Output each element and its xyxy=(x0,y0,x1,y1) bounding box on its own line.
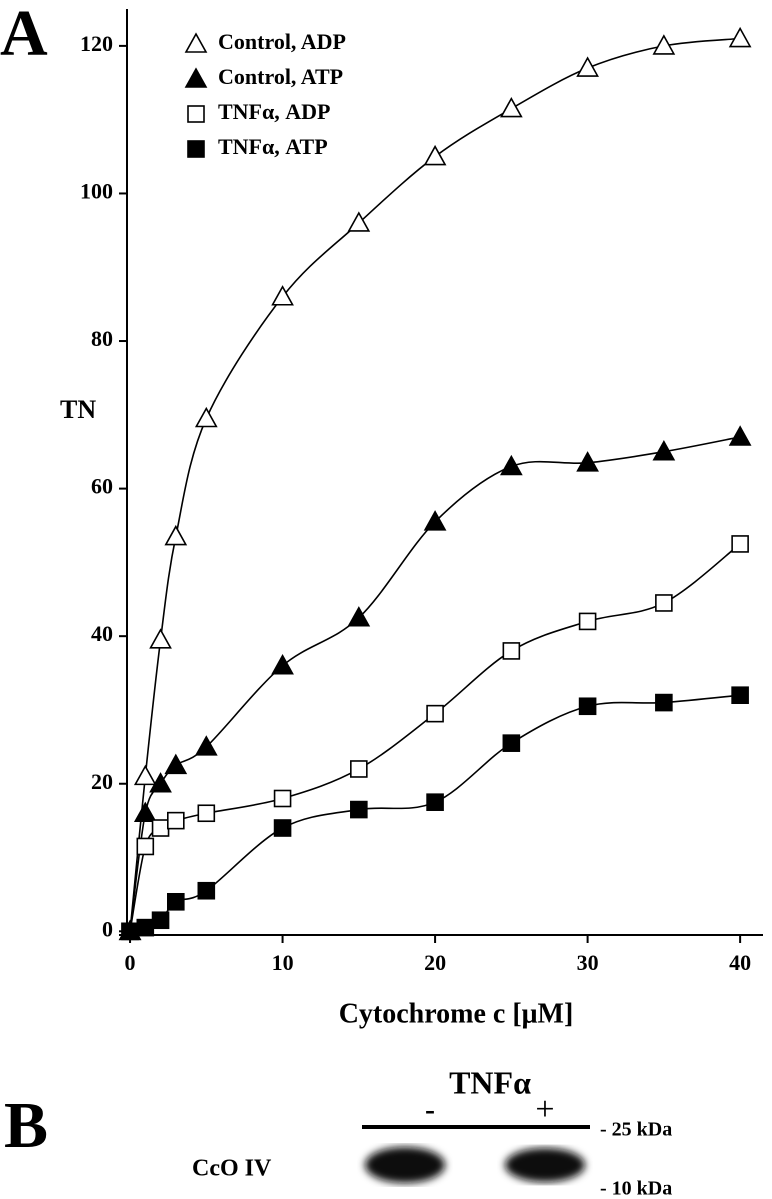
marker xyxy=(576,451,599,472)
marker xyxy=(350,800,368,819)
x-tick-label: 30 xyxy=(577,950,599,975)
marker xyxy=(197,881,216,900)
marker xyxy=(655,693,673,712)
marker xyxy=(273,789,292,808)
marker xyxy=(151,911,170,930)
legend-marker xyxy=(184,32,208,53)
x-tick-label: 10 xyxy=(272,950,294,975)
blot-band xyxy=(365,1147,445,1183)
marker xyxy=(133,764,157,786)
size-marker: - 25 kDa xyxy=(600,1119,672,1141)
x-tick-label: 40 xyxy=(729,950,751,975)
legend-label: Control, ADP xyxy=(218,29,346,54)
marker xyxy=(347,606,371,627)
y-axis-label: TN xyxy=(60,395,96,424)
x-tick-label: 0 xyxy=(125,950,136,975)
marker xyxy=(578,612,597,631)
y-tick-label: 60 xyxy=(91,474,113,499)
y-tick-label: 120 xyxy=(80,31,113,56)
marker xyxy=(121,922,139,941)
marker xyxy=(728,425,752,446)
panel-label: B xyxy=(4,1089,48,1162)
y-tick-label: 0 xyxy=(102,916,113,941)
marker xyxy=(149,628,172,649)
y-tick-label: 20 xyxy=(91,769,113,794)
marker xyxy=(149,772,172,793)
marker xyxy=(347,211,371,232)
lane-label: + xyxy=(535,1091,554,1128)
y-tick-label: 40 xyxy=(91,621,113,646)
x-tick-label: 20 xyxy=(424,950,446,975)
marker xyxy=(271,654,294,675)
marker xyxy=(652,440,676,461)
marker xyxy=(350,760,368,778)
marker xyxy=(502,734,521,752)
marker xyxy=(164,524,188,546)
lane-label: - xyxy=(425,1093,435,1126)
marker xyxy=(426,704,444,723)
legend-label: Control, ATP xyxy=(218,64,343,89)
legend-marker xyxy=(187,140,205,158)
marker xyxy=(728,26,752,48)
marker xyxy=(423,144,447,166)
marker xyxy=(499,454,523,476)
marker xyxy=(133,801,157,823)
marker xyxy=(194,406,218,428)
legend-label: TNFα, ATP xyxy=(218,134,328,159)
blot-band xyxy=(505,1148,585,1182)
x-axis-label: Cytochrome c [μM] xyxy=(339,998,574,1029)
marker xyxy=(652,34,676,55)
y-tick-label: 80 xyxy=(91,326,113,351)
legend-marker xyxy=(184,67,208,88)
marker xyxy=(499,96,523,118)
marker xyxy=(164,753,188,775)
legend-marker xyxy=(187,105,205,123)
marker xyxy=(578,697,597,716)
blot-treatment: TNFα xyxy=(449,1064,531,1100)
marker xyxy=(502,642,521,660)
marker xyxy=(731,535,749,553)
marker xyxy=(655,594,673,612)
marker xyxy=(167,811,185,830)
marker xyxy=(194,735,218,756)
marker xyxy=(136,837,155,856)
y-tick-label: 100 xyxy=(80,179,113,204)
panel-label: A xyxy=(0,0,48,70)
size-marker: - 10 kDa xyxy=(600,1178,672,1199)
marker xyxy=(151,819,170,837)
fit-line xyxy=(129,543,741,932)
marker xyxy=(576,56,599,77)
marker xyxy=(426,793,444,811)
marker xyxy=(731,686,749,704)
marker xyxy=(167,892,185,911)
legend-label: TNFα, ADP xyxy=(218,99,331,124)
marker xyxy=(273,819,292,837)
marker xyxy=(271,285,294,306)
blot-protein: CcO IV xyxy=(192,1156,272,1182)
marker xyxy=(423,510,447,531)
marker xyxy=(136,918,155,937)
marker xyxy=(197,804,216,823)
